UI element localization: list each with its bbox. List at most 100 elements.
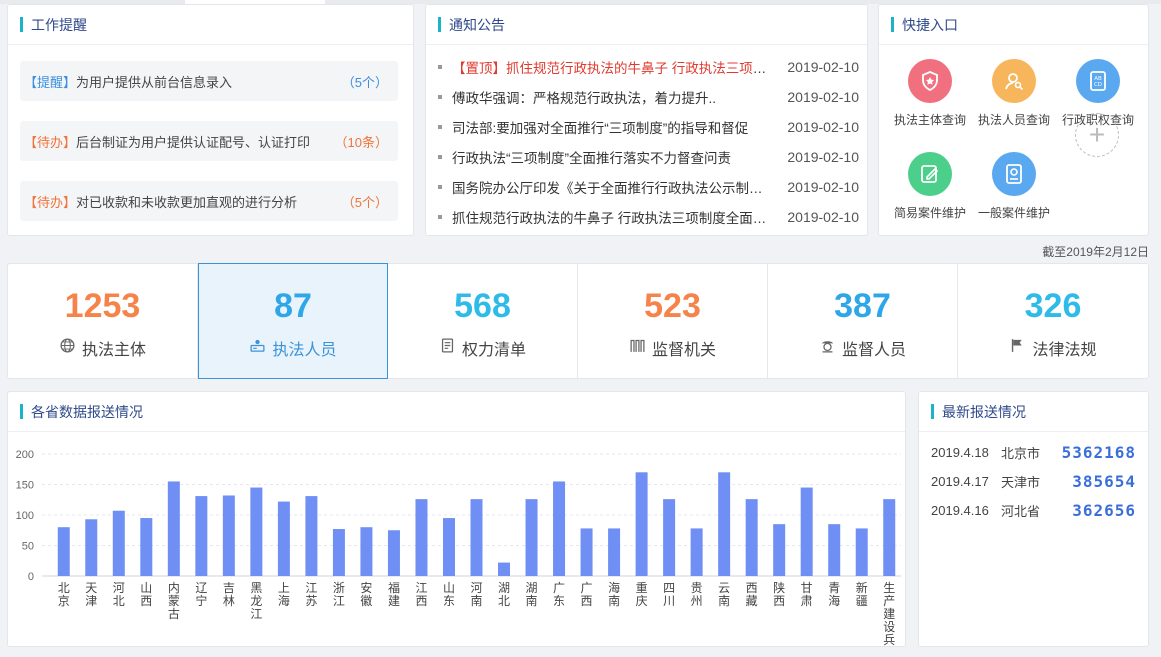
quick-entry-item[interactable]: 执法人员查询 [969,59,1059,128]
x-tick-char: 福 [388,580,400,595]
x-tick-char: 江 [333,594,345,608]
bar[interactable] [745,499,758,576]
notice-text: 傅政华强调：严格规范行政执法，着力提升.. [452,91,717,106]
notice-text: 国务院办公厅印发《关于全面推行行政执法公示制度》 [452,181,776,196]
notice-title: 国务院办公厅印发《关于全面推行行政执法公示制度》 [452,177,787,197]
stat-card[interactable]: 568 权力清单 [388,264,578,378]
quick-entry-title: 快捷入口 [902,16,958,33]
shield-star-icon [908,59,952,103]
bar[interactable] [773,524,786,576]
x-tick-char: 西 [140,594,152,608]
x-tick-char: 徽 [360,593,372,608]
bar[interactable] [635,472,648,576]
stat-label-text: 监督人员 [841,342,906,359]
x-tick-char: 陕 [773,580,785,595]
bar[interactable] [470,499,483,576]
reminders-header: 工作提醒 [8,5,413,45]
x-tick-char: 青 [828,581,840,595]
bar[interactable] [277,501,290,576]
bar[interactable] [140,518,153,576]
notice-item[interactable]: 行政执法“三项制度”全面推行落实不力督查问责 2019-02-10 [438,147,859,167]
bar[interactable] [305,496,318,576]
notices-panel: 通知公告 【置顶】抓住规范行政执法的牛鼻子 行政执法三项制度全面推行2019-0… [425,4,868,236]
quick-entry-item[interactable]: 简易案件维护 [885,152,975,221]
reminder-text: 对已收款和未收款更加直观的进行分析 [76,194,298,210]
reminder-item[interactable]: 【提醒】 为用户提供从前台信息录入 （5个） [20,61,398,101]
x-tick-char: 南 [470,593,482,608]
bar[interactable] [663,499,676,576]
stat-card[interactable]: 326 法律法规 [958,264,1148,378]
reminder-item[interactable]: 【待办】 对已收款和未收款更加直观的进行分析 （5个） [20,181,398,221]
bar[interactable] [222,495,235,576]
latest-row[interactable]: 2019.4.18 北京市 5362168 [931,442,1136,462]
bar[interactable] [553,481,566,576]
x-tick-char: 蒙 [168,594,180,608]
stat-card[interactable]: 87 执法人员 [198,263,388,379]
latest-date: 2019.4.16 [931,502,989,518]
stat-card[interactable]: 523 监督机关 [578,264,768,378]
notice-date: 2019-02-10 [787,119,859,135]
bar[interactable] [442,518,455,576]
bar[interactable] [387,530,400,576]
latest-row[interactable]: 2019.4.16 河北省 362656 [931,500,1136,520]
x-tick-char: 庆 [636,594,648,608]
bar[interactable] [608,528,621,576]
latest-report-panel: 最新报送情况 2019.4.18 北京市 5362168 2019.4.17 天津市 38… [918,391,1149,647]
bar[interactable] [800,487,813,576]
bar[interactable] [360,527,373,576]
quick-entry-item[interactable]: 执法主体查询 [885,59,975,128]
notice-item[interactable]: 国务院办公厅印发《关于全面推行行政执法公示制度》 2019-02-10 [438,177,859,197]
y-tick-label: 50 [22,541,34,553]
bar[interactable] [250,487,263,576]
bar[interactable] [855,528,868,576]
notice-title: 傅政华强调：严格规范行政执法，着力提升.. [452,87,787,107]
bullet-icon [438,215,442,219]
svg-text:CD: CD [1094,82,1102,88]
x-tick-char: 西 [415,594,427,608]
notice-item[interactable]: 傅政华强调：严格规范行政执法，着力提升.. 2019-02-10 [438,87,859,107]
x-tick-char: 湖 [498,580,510,595]
x-tick-char: 广 [581,581,593,595]
bar[interactable] [195,496,208,576]
bar[interactable] [167,481,180,576]
notice-date: 2019-02-10 [787,59,859,75]
stat-label-text: 权力清单 [461,342,526,359]
x-tick-char: 京 [58,594,70,608]
bar[interactable] [828,524,841,576]
bar[interactable] [690,528,703,576]
bar[interactable] [57,527,70,576]
pinned-tag: 【置顶】 [452,61,506,76]
building-icon [629,337,646,359]
bar[interactable] [112,510,125,576]
x-tick-char: 辽 [195,581,207,595]
stat-label-text: 法律法规 [1032,342,1097,359]
notice-item[interactable]: 抓住规范行政执法的牛鼻子 行政执法三项制度全面推行 2019-02-10 [438,207,859,227]
bar[interactable] [580,528,593,576]
add-shortcut-button[interactable]: + [1075,113,1119,157]
quick-entry-label: 执法主体查询 [893,113,966,127]
reminder-count: （5个） [341,74,388,90]
quick-entry-item[interactable]: AB CD 行政职权查询 [1053,59,1143,128]
bar[interactable] [332,529,345,576]
reminder-count: （5个） [341,194,388,210]
notice-item[interactable]: 司法部:要加强对全面推行“三项制度”的指导和督促 2019-02-10 [438,117,859,137]
bar[interactable] [498,562,511,576]
bar[interactable] [718,472,731,576]
quick-entry-label: 简易案件维护 [893,206,966,220]
reminder-item[interactable]: 【待办】 后台制证为用户提供认证配号、认证打印 （10条） [20,121,398,161]
x-tick-char: 江 [250,607,262,621]
x-tick-char: 生 [883,581,895,595]
bar[interactable] [525,499,538,576]
quick-entry-item[interactable]: 一般案件维护 [969,152,1059,221]
bar[interactable] [85,519,98,576]
latest-value: 5362168 [1061,442,1136,462]
bar[interactable] [883,499,896,576]
chart-title: 各省数据报送情况 [31,403,143,420]
bar[interactable] [415,499,428,576]
stat-card[interactable]: 1253 执法主体 [8,264,198,378]
top-tab-active[interactable] [185,0,325,4]
latest-row[interactable]: 2019.4.17 天津市 385654 [931,471,1136,491]
notice-text: 抓住规范行政执法的牛鼻子 行政执法三项制度全面推行 [452,211,780,226]
stat-card[interactable]: 387 监督人员 [768,264,958,378]
